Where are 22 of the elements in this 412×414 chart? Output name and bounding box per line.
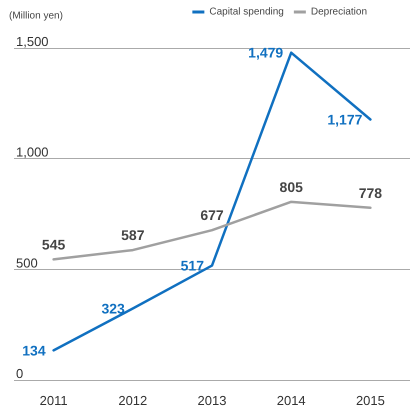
y-tick-label: 1,500 [16, 34, 49, 49]
x-tick-label: 2013 [198, 393, 226, 408]
data-label: 778 [358, 184, 382, 201]
data-label: 323 [101, 300, 126, 317]
x-tick-label: 2011 [40, 393, 68, 408]
data-label: 134 [22, 342, 46, 358]
data-label: 1,479 [248, 44, 284, 61]
data-label: 1,177 [327, 111, 363, 128]
y-axis-title: (Million yen) [9, 10, 63, 22]
data-label: 677 [200, 207, 224, 224]
legend-label: Depreciation [310, 6, 368, 18]
y-tick-label: 0 [16, 366, 24, 381]
x-tick-label: 2014 [276, 393, 306, 408]
data-label: 587 [121, 227, 145, 244]
y-tick-label: 1,000 [16, 144, 49, 160]
y-tick-label: 500 [16, 255, 38, 270]
legend-label: Capital spending [209, 6, 284, 18]
x-tick-label: 2012 [118, 393, 148, 408]
data-label: 805 [280, 178, 304, 195]
x-tick-label: 2015 [356, 393, 385, 408]
data-label: 517 [180, 258, 204, 274]
data-label: 545 [42, 236, 66, 252]
